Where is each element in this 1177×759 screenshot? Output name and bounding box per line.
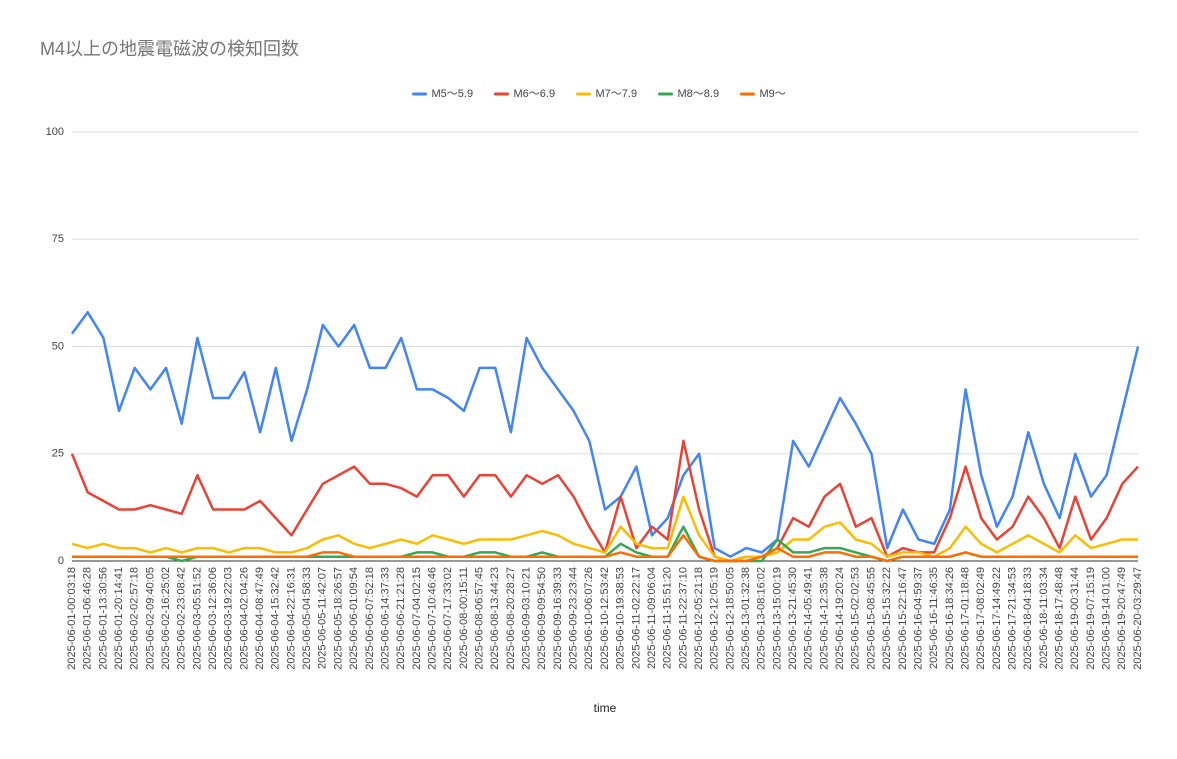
x-tick-label: 2025-06-15-02:02:53: [850, 567, 862, 670]
x-tick-label: 2025-06-01-13:30:56: [97, 567, 109, 670]
legend-label: M5〜5.9: [432, 88, 474, 100]
x-tick-label: 2025-06-19-20:47:49: [1116, 567, 1128, 670]
x-tick-label: 2025-06-08-20:28:27: [505, 567, 517, 670]
x-tick-label: 2025-06-19-00:31:44: [1069, 567, 1081, 670]
x-tick-label: 2025-06-12-12:05:19: [709, 567, 721, 670]
x-tick-label: 2025-06-13-08:16:02: [756, 567, 768, 670]
x-tick-label: 2025-06-09-16:39:33: [552, 567, 564, 670]
x-tick-label: 2025-06-14-05:49:41: [803, 567, 815, 670]
x-tick-label: 2025-06-10-12:53:42: [599, 567, 611, 670]
x-tick-label: 2025-06-07-10:46:46: [426, 567, 438, 670]
x-tick-label: 2025-06-12-18:50:05: [724, 567, 736, 670]
x-tick-label: 2025-06-08-00:15:11: [458, 567, 470, 669]
x-tick-label: 2025-06-16-18:34:26: [944, 567, 956, 670]
chart-title: M4以上の地震電磁波の検知回数: [40, 39, 299, 59]
x-tick-label: 2025-06-01-00:03:18: [66, 567, 78, 670]
legend-label: M6〜6.9: [514, 88, 556, 100]
legend-label: M9〜: [760, 88, 786, 100]
x-tick-label: 2025-06-02-02:57:18: [129, 567, 141, 670]
x-tick-label: 2025-06-18-11:03:34: [1038, 567, 1050, 669]
series-line: [70, 310, 1140, 558]
x-tick-label: 2025-06-10-06:07:26: [583, 567, 595, 670]
x-tick-label: 2025-06-06-01:09:54: [348, 567, 360, 670]
x-tick-label: 2025-06-09-03:10:21: [521, 567, 533, 670]
x-tick-label: 2025-06-06-14:37:33: [379, 567, 391, 670]
x-tick-label: 2025-06-09-09:54:50: [536, 567, 548, 670]
legend-label: M7〜7.9: [596, 88, 638, 100]
x-tick-label: 2025-06-07-04:02:15: [411, 567, 423, 670]
x-tick-label: 2025-06-10-19:38:53: [615, 567, 627, 670]
x-tick-label: 2025-06-04-22:16:31: [285, 567, 297, 670]
x-tick-label: 2025-06-19-14:01:00: [1101, 567, 1113, 670]
x-tick-label: 2025-06-18-17:48:48: [1054, 567, 1066, 670]
x-tick-label: 2025-06-17-21:34:53: [1006, 567, 1018, 670]
x-tick-label: 2025-06-04-02:04:26: [238, 567, 250, 670]
series-line: [71, 495, 1138, 563]
x-tick-label: 2025-06-17-08:02:49: [975, 567, 987, 670]
y-tick-label: 100: [46, 126, 64, 138]
x-tick-label: 2025-06-13-15:00:19: [771, 567, 783, 670]
x-tick-label: 2025-06-01-20:14:41: [113, 567, 125, 670]
x-tick-label: 2025-06-06-21:21:28: [395, 567, 407, 670]
y-tick-label: 50: [52, 340, 64, 352]
x-tick-label: 2025-06-03-05:51:52: [191, 567, 203, 670]
x-axis-title: time: [594, 701, 617, 715]
x-tick-label: 2025-06-15-08:45:55: [865, 567, 877, 670]
x-tick-label: 2025-06-19-07:15:19: [1085, 567, 1097, 670]
x-tick-label: 2025-06-17-14:49:22: [991, 567, 1003, 670]
x-tick-label: 2025-06-02-09:40:05: [144, 567, 156, 670]
x-tick-label: 2025-06-16-11:46:35: [928, 567, 940, 669]
x-tick-label: 2025-06-02-16:25:02: [160, 567, 172, 670]
x-tick-label: 2025-06-05-11:42:07: [317, 567, 329, 669]
x-tick-label: 2025-06-02-23:08:42: [176, 567, 188, 670]
x-tick-label: 2025-06-11-02:22:17: [630, 567, 642, 669]
x-tick-label: 2025-06-04-15:32:42: [270, 567, 282, 670]
x-tick-label: 2025-06-09-23:23:44: [568, 567, 580, 670]
x-tick-label: 2025-06-03-19:22:03: [223, 567, 235, 670]
x-tick-label: 2025-06-20-03:29:47: [1132, 567, 1144, 670]
legend-label: M8〜8.9: [678, 88, 720, 100]
x-tick-label: 2025-06-11-15:51:20: [662, 567, 674, 669]
x-tick-label: 2025-06-15-22:16:47: [897, 567, 909, 670]
x-tick-label: 2025-06-05-04:58:33: [301, 567, 313, 670]
x-tick-label: 2025-06-11-09:06:04: [646, 567, 658, 669]
y-tick-label: 75: [52, 233, 64, 245]
x-tick-label: 2025-06-05-18:26:57: [332, 567, 344, 670]
x-tick-label: 2025-06-08-06:57:45: [473, 567, 485, 670]
x-tick-label: 2025-06-13-21:45:30: [787, 567, 799, 670]
x-tick-label: 2025-06-15-15:32:22: [881, 567, 893, 670]
x-tick-label: 2025-06-16-04:59:37: [912, 567, 924, 670]
x-tick-label: 2025-06-06-07:52:18: [364, 567, 376, 670]
x-tick-label: 2025-06-14-12:35:38: [818, 567, 830, 670]
x-tick-label: 2025-06-01-06:46:28: [82, 567, 94, 670]
x-tick-label: 2025-06-07-17:33:02: [442, 567, 454, 670]
x-tick-label: 2025-06-12-05:21:18: [693, 567, 705, 670]
x-tick-label: 2025-06-13-01:32:38: [740, 567, 752, 670]
x-tick-label: 2025-06-04-08:47:49: [254, 567, 266, 670]
x-tick-label: 2025-06-18-04:18:33: [1022, 567, 1034, 670]
y-tick-label: 0: [58, 555, 64, 567]
x-tick-label: 2025-06-17-01:18:48: [959, 567, 971, 670]
y-tick-label: 25: [52, 448, 64, 460]
x-tick-label: 2025-06-11-22:37:10: [677, 567, 689, 669]
x-tick-label: 2025-06-03-12:36:06: [207, 567, 219, 670]
x-tick-label: 2025-06-08-13:44:23: [489, 567, 501, 670]
x-tick-label: 2025-06-14-19:20:24: [834, 567, 846, 670]
series-line: [72, 534, 1138, 563]
